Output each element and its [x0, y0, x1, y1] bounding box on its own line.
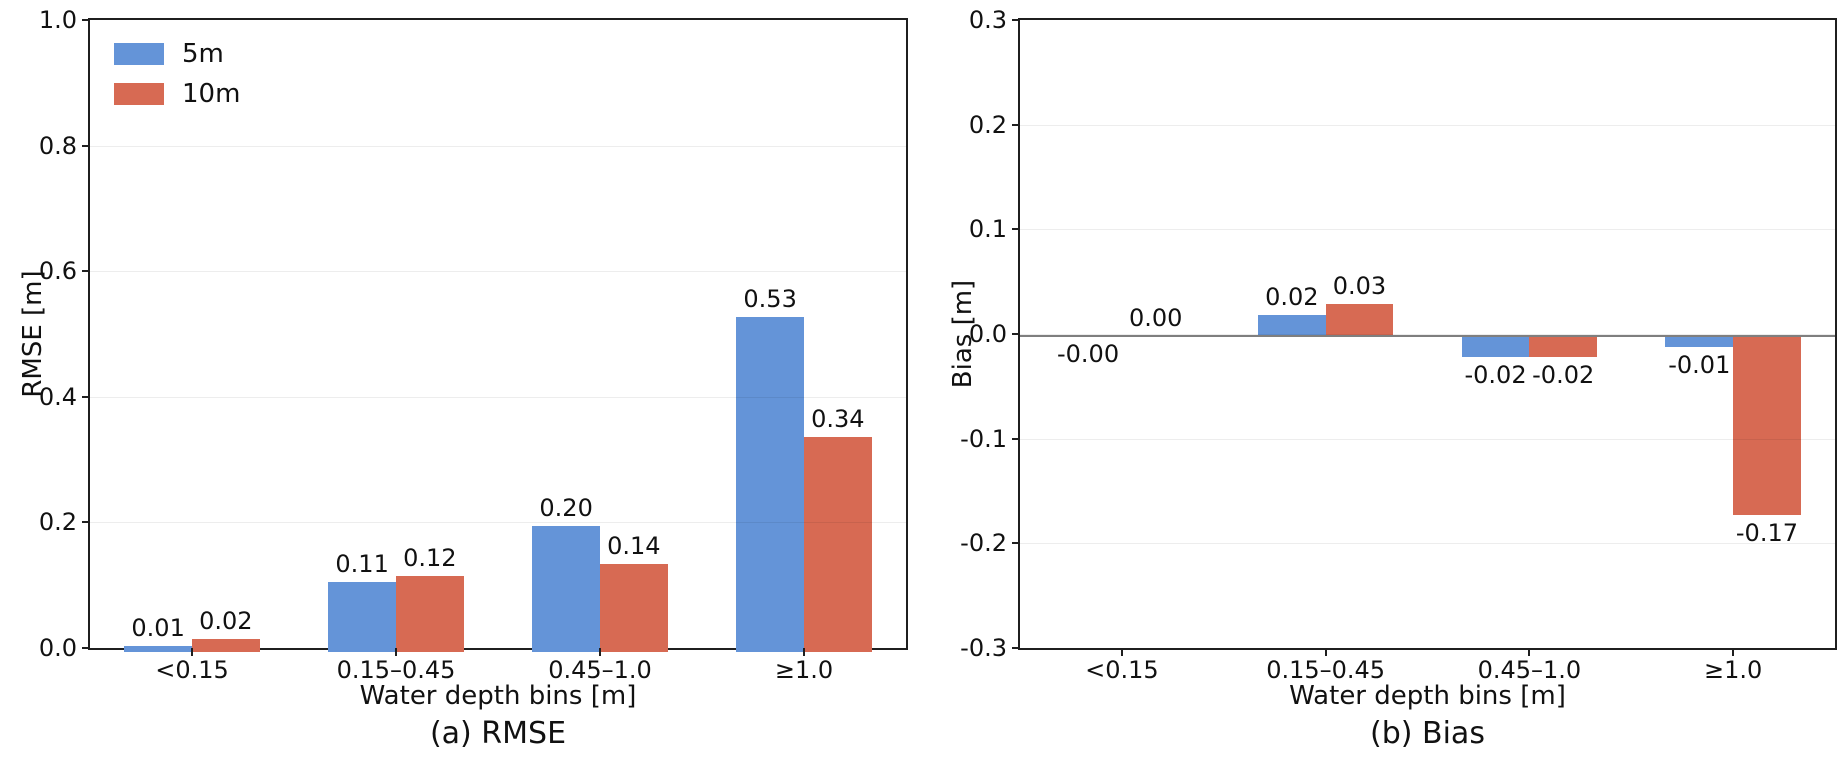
x-tick-mark-bin0 [191, 648, 193, 656]
bar-5m-bin1 [328, 582, 396, 652]
bar-5m-bin3 [1665, 336, 1734, 347]
y-tick-mark--0.2 [1012, 542, 1020, 545]
y-tick-mark--0.1 [1012, 437, 1020, 440]
bar-10m-bin3 [1733, 336, 1801, 516]
bar-value-label-5m-bin3: 0.53 [743, 285, 797, 314]
x-tick-mark-bin2 [1528, 648, 1531, 656]
y-tick-mark-0.2 [1012, 123, 1020, 126]
bar-10m-bin0 [192, 639, 260, 652]
zero-line [1020, 335, 1835, 337]
bar-5m-bin1 [1257, 314, 1326, 336]
subplot-rmse: RMSE [m] 0.0 0.2 0.4 0.6 0.8 1.0 <0.15 0.15–0.4… [18, 0, 908, 770]
bar-value-label-10m-bin1: 0.12 [403, 544, 457, 573]
bar-10m-bin1 [1325, 304, 1394, 336]
x-tick-label: 0.15–0.45 [336, 656, 456, 684]
x-tick-mark-bin3 [803, 648, 805, 656]
y-tick-mark-0.2 [82, 521, 90, 524]
bar-value-label-5m-bin3: -0.01 [1668, 350, 1731, 379]
bar-value-label-10m-bin3: -0.17 [1735, 519, 1798, 548]
legend-row-10m: 10m [114, 74, 240, 114]
y-tick-mark-0.4 [82, 395, 90, 398]
bar-5m-bin2 [532, 525, 600, 652]
bar-10m-bin1 [396, 576, 464, 652]
subplot-caption-b: (b) Bias [1370, 716, 1485, 751]
x-tick-mark-bin0 [1120, 648, 1123, 656]
legend-swatch-10m [114, 83, 164, 105]
plot-area-bias: 0.3 0.2 0.1 0.0 -0.1 -0.2 -0.3 <0.15 0.15–0.45 0.… [960, 7, 1837, 683]
y-tick-label: -0.2 [960, 529, 1007, 558]
y-tick-label: 0.8 [38, 131, 77, 160]
subplot-bias: Bias [m] 0.3 0.2 0.1 0.0 -0.1 -0.2 -0.3 <0.15 0.… [948, 0, 1837, 770]
bar-value-label-10m-bin0: 0.00 [1128, 304, 1183, 332]
y-tick-mark-0.0 [82, 647, 90, 649]
bar-value-label-5m-bin0: -0.00 [1056, 340, 1120, 368]
plot-area-rmse: 0.0 0.2 0.4 0.6 0.8 1.0 <0.15 0.15–0.45 0.45–1.0… [39, 7, 908, 683]
legend-row-5m: 5m [114, 34, 240, 74]
gridline-0.1 [1020, 229, 1835, 231]
y-tick-mark-0.8 [82, 144, 90, 147]
x-tick-label: 0.15–0.45 [1266, 656, 1386, 684]
bar-10m-bin2 [1529, 336, 1598, 358]
bar-5m-bin2 [1461, 336, 1530, 358]
x-tick-label: 0.45–1.0 [1477, 656, 1582, 684]
y-tick-label: 0.0 [38, 634, 77, 662]
gridline--0.2 [1020, 543, 1835, 545]
x-tick-label: <0.15 [1085, 656, 1159, 684]
bar-value-label-5m-bin1: 0.11 [335, 550, 389, 579]
bar-value-label-5m-bin1: 0.02 [1265, 282, 1319, 311]
y-tick-label: 0.0 [968, 320, 1007, 348]
bar-value-label-10m-bin1: 0.03 [1332, 272, 1387, 301]
gridline-0.4 [90, 396, 906, 398]
gridline-0.0 [1020, 334, 1835, 335]
bar-value-label-5m-bin0: 0.01 [131, 613, 185, 642]
legend-label-5m: 5m [182, 39, 224, 69]
legend: 5m 10m [114, 34, 240, 114]
x-tick-mark-bin1 [395, 648, 397, 656]
bar-10m-bin3 [804, 437, 872, 652]
gridline-0.2 [90, 522, 906, 524]
gridline--0.1 [1020, 438, 1835, 440]
legend-label-10m: 10m [182, 79, 241, 109]
x-tick-mark-bin1 [1324, 648, 1327, 656]
bar-10m-bin2 [600, 563, 668, 652]
subplot-caption-a: (a) RMSE [429, 716, 567, 751]
y-tick-label: -0.1 [960, 424, 1007, 453]
bar-value-label-10m-bin0: 0.02 [199, 607, 253, 636]
x-axis-label-bias: Water depth bins [m] [1289, 681, 1566, 711]
y-tick-label: 0.2 [968, 110, 1007, 139]
y-tick-mark--0.3 [1012, 647, 1020, 649]
y-tick-label: 1.0 [38, 6, 77, 34]
y-tick-mark-0.1 [1012, 228, 1020, 231]
gridline-0.6 [90, 271, 906, 273]
y-tick-mark-0.0 [1012, 333, 1020, 335]
y-tick-mark-0.3 [1012, 19, 1020, 21]
x-tick-label: 0.45–1.0 [548, 656, 652, 684]
bar-5m-bin0 [124, 645, 192, 652]
bar-value-label-5m-bin2: 0.20 [539, 493, 593, 522]
bar-value-label-10m-bin2: 0.14 [607, 531, 661, 560]
bar-value-label-10m-bin2: -0.02 [1532, 361, 1595, 390]
y-tick-label: 0.2 [38, 508, 77, 537]
x-tick-mark-bin3 [1732, 648, 1735, 656]
x-tick-label: ≥1.0 [1703, 656, 1763, 684]
gridline-0.8 [90, 145, 906, 147]
legend-swatch-5m [114, 43, 164, 65]
y-tick-mark-0.6 [82, 270, 90, 273]
x-tick-label: ≥1.0 [774, 656, 834, 684]
bar-value-label-10m-bin3: 0.34 [811, 405, 865, 434]
bar-5m-bin3 [736, 317, 804, 652]
gridline-0.2 [1020, 124, 1835, 126]
x-axis-label-rmse: Water depth bins [m] [359, 681, 637, 711]
y-tick-label: 0.4 [38, 382, 77, 411]
bar-value-label-5m-bin2: -0.02 [1464, 361, 1527, 390]
y-tick-label: 0.6 [38, 257, 77, 286]
y-tick-label: 0.3 [968, 6, 1007, 34]
x-tick-label: <0.15 [155, 656, 229, 684]
y-tick-mark-1.0 [82, 19, 90, 21]
y-tick-label: -0.3 [960, 634, 1007, 662]
x-tick-mark-bin2 [599, 648, 601, 656]
y-tick-label: 0.1 [968, 215, 1007, 244]
